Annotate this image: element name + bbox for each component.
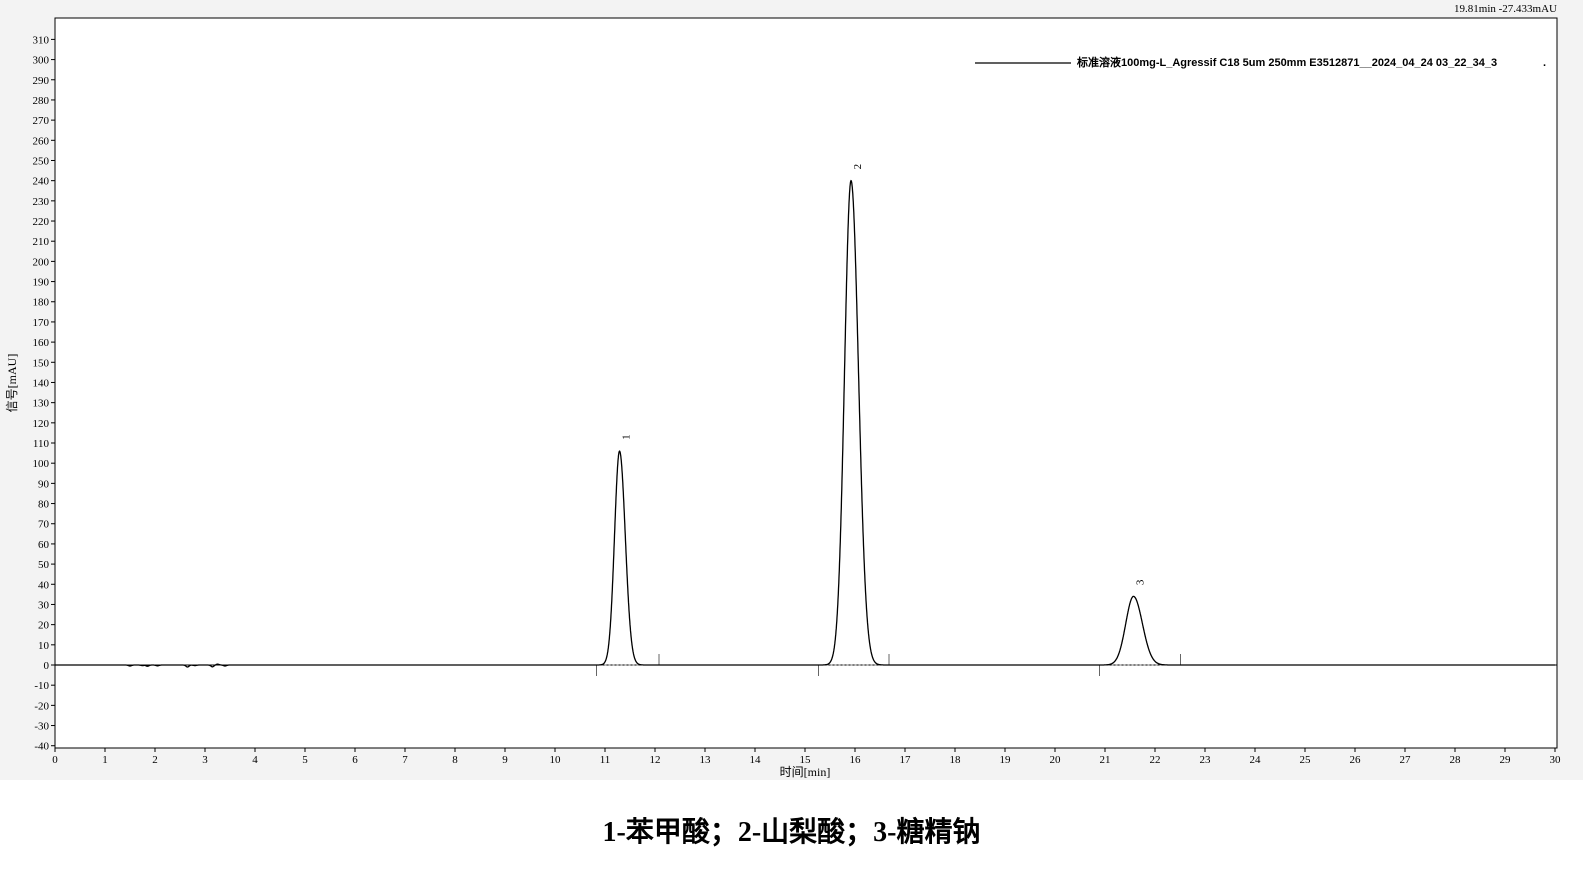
y-tick-label: 210 bbox=[33, 236, 50, 248]
peak-labels: 1 2 3 bbox=[621, 164, 1147, 585]
figure-caption: 1-苯甲酸；2-山梨酸；3-糖精钠 bbox=[602, 817, 981, 848]
y-tick-label: 230 bbox=[33, 196, 50, 208]
y-tick-label: 290 bbox=[33, 75, 50, 87]
x-tick-label: 29 bbox=[1500, 754, 1512, 766]
x-axis: 0 1 2 3 4 5 6 7 8 9 10 11 12 13 14 15 16 17 18 19 20 21 22 23 24… bbox=[52, 748, 1561, 766]
x-tick-label: 7 bbox=[402, 754, 408, 766]
y-tick-label: 310 bbox=[33, 34, 50, 46]
y-tick-label: 280 bbox=[33, 95, 50, 107]
y-tick-label: 20 bbox=[38, 620, 50, 632]
x-tick-label: 2 bbox=[152, 754, 158, 766]
y-tick-label: 220 bbox=[33, 216, 50, 228]
y-tick-label: 60 bbox=[38, 539, 50, 551]
y-tick-label: 130 bbox=[33, 398, 50, 410]
y-tick-label: -20 bbox=[34, 700, 49, 712]
x-tick-label: 15 bbox=[800, 754, 812, 766]
x-tick-label: 28 bbox=[1450, 754, 1462, 766]
y-axis-label: 信号[mAU] bbox=[5, 354, 19, 413]
y-tick-label: 80 bbox=[38, 499, 50, 511]
x-tick-label: 6 bbox=[352, 754, 358, 766]
y-tick-label: 170 bbox=[33, 317, 50, 329]
y-tick-label: 250 bbox=[33, 155, 50, 167]
x-tick-label: 12 bbox=[650, 754, 661, 766]
peak-label: 2 bbox=[852, 164, 864, 170]
x-tick-label: 4 bbox=[252, 754, 258, 766]
signal-trace bbox=[55, 179, 1555, 668]
x-tick-label: 23 bbox=[1200, 754, 1212, 766]
y-tick-label: 0 bbox=[44, 660, 50, 672]
x-tick-label: 9 bbox=[502, 754, 508, 766]
x-tick-label: 5 bbox=[302, 754, 308, 766]
plot-area bbox=[54, 17, 1558, 749]
y-tick-label: 260 bbox=[33, 135, 50, 147]
x-tick-label: 26 bbox=[1350, 754, 1362, 766]
cursor-readout: 19.81min -27.433mAU bbox=[1454, 3, 1557, 15]
y-tick-label: 50 bbox=[38, 559, 50, 571]
x-axis-label: 时间[min] bbox=[780, 765, 831, 779]
y-tick-label: 160 bbox=[33, 337, 50, 349]
x-tick-label: 30 bbox=[1550, 754, 1562, 766]
y-tick-label: 100 bbox=[33, 458, 50, 470]
y-tick-label: 40 bbox=[38, 579, 50, 591]
legend-mark: . bbox=[1543, 57, 1546, 69]
x-tick-label: 25 bbox=[1300, 754, 1312, 766]
y-tick-label: 70 bbox=[38, 519, 50, 531]
y-tick-label: -40 bbox=[34, 741, 49, 753]
legend-entry: 标准溶液100mg-L_Agressif C18 5um 250mm E3512… bbox=[1076, 55, 1497, 69]
y-tick-label: 30 bbox=[38, 599, 50, 611]
y-tick-label: 300 bbox=[33, 55, 50, 67]
y-tick-label: 90 bbox=[38, 478, 50, 490]
x-tick-label: 21 bbox=[1100, 754, 1111, 766]
x-tick-label: 24 bbox=[1250, 754, 1262, 766]
x-tick-label: 17 bbox=[900, 754, 912, 766]
y-tick-label: 200 bbox=[33, 256, 50, 268]
x-tick-label: 10 bbox=[550, 754, 562, 766]
x-tick-label: 18 bbox=[950, 754, 962, 766]
x-tick-label: 14 bbox=[750, 754, 762, 766]
y-tick-label: 240 bbox=[33, 176, 50, 188]
x-tick-label: 8 bbox=[452, 754, 458, 766]
x-tick-label: 16 bbox=[850, 754, 862, 766]
y-axis: -40 -30 -20 -10 0 10 20 30 40 50 60 70 80 90 100 110 120… bbox=[33, 34, 55, 753]
y-tick-label: 270 bbox=[33, 115, 50, 127]
x-tick-label: 1 bbox=[102, 754, 108, 766]
y-tick-label: 140 bbox=[33, 377, 50, 389]
x-tick-label: 19 bbox=[1000, 754, 1012, 766]
x-tick-label: 27 bbox=[1400, 754, 1412, 766]
legend: 标准溶液100mg-L_Agressif C18 5um 250mm E3512… bbox=[975, 55, 1546, 69]
y-tick-label: -10 bbox=[34, 680, 49, 692]
peak-label: 3 bbox=[1135, 579, 1147, 585]
y-tick-label: 150 bbox=[33, 357, 50, 369]
y-tick-label: 10 bbox=[38, 640, 50, 652]
x-tick-label: 20 bbox=[1050, 754, 1062, 766]
y-tick-label: 180 bbox=[33, 297, 50, 309]
y-tick-label: 110 bbox=[33, 438, 50, 450]
x-tick-label: 22 bbox=[1150, 754, 1161, 766]
peak-label: 1 bbox=[621, 434, 633, 440]
x-tick-label: 0 bbox=[52, 754, 58, 766]
y-tick-label: 190 bbox=[33, 277, 50, 289]
y-tick-label: -30 bbox=[34, 721, 49, 733]
y-tick-label: 120 bbox=[33, 418, 50, 430]
x-tick-label: 11 bbox=[600, 754, 611, 766]
x-tick-label: 3 bbox=[202, 754, 208, 766]
x-tick-label: 13 bbox=[700, 754, 712, 766]
